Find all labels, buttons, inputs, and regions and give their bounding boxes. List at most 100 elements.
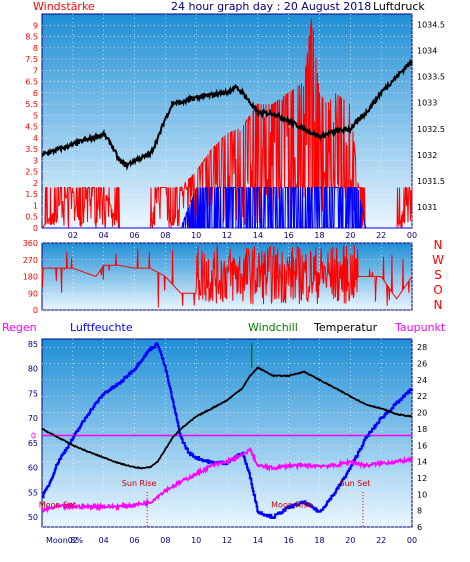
wind-x-tick-label: 16 [284, 231, 294, 240]
temperature-tick-label: 12 [417, 474, 427, 483]
pressure-tick-label: 1033 [417, 99, 437, 108]
temperature-tick-label: 14 [417, 458, 427, 467]
temperature-tick-label: 20 [417, 409, 427, 418]
astro-annotation: Sun Set [340, 479, 371, 488]
temp-x-tick-label: 04 [99, 536, 109, 545]
compass-label: N [434, 238, 443, 252]
pressure-tick-label: 1032.5 [417, 125, 445, 134]
header-right-label: Luftdruck [373, 0, 425, 13]
wind-tick-label: 1 [33, 201, 38, 210]
temperature-tick-label: 26 [417, 360, 427, 369]
wind-tick-label: 5 [33, 111, 38, 120]
legend-taupunkt: Taupunkt [394, 321, 446, 334]
wind-tick-label: 3 [33, 156, 38, 165]
compass-label: S [434, 268, 442, 282]
pressure-series [41, 58, 413, 172]
wind-x-tick-label: 22 [376, 231, 386, 240]
wind-direction-series [41, 244, 413, 308]
temp-x-tick-label: 10 [191, 536, 201, 545]
wind-x-tick-label: 10 [191, 231, 201, 240]
wind-tick-label: 0.5 [25, 213, 38, 222]
wind-tick-label: 3.5 [25, 145, 38, 154]
wind-tick-label: 2 [33, 179, 38, 188]
temperature-tick-label: 22 [417, 392, 427, 401]
temperature-tick-label: 18 [417, 425, 427, 434]
legend-windchill: Windchill [248, 321, 298, 334]
direction-tick-label: 0 [33, 306, 38, 315]
temp-x-tick-label: 06 [129, 536, 139, 545]
header-left-label: Windstärke [33, 0, 95, 13]
pressure-tick-label: 1031 [417, 203, 437, 212]
wind-x-tick-label: 06 [129, 231, 139, 240]
temperature-tick-label: 6 [417, 523, 422, 532]
wind-x-tick-label: 18 [314, 231, 324, 240]
humidity-tick-label: 75 [28, 389, 38, 398]
legend-luftfeuchte: Luftfeuchte [70, 321, 133, 334]
direction-tick-label: 180 [23, 273, 38, 282]
legend-temperatur: Temperatur [313, 321, 378, 334]
pressure-tick-label: 1031.5 [417, 177, 445, 186]
temperature-series [41, 366, 413, 470]
humidity-tick-label: 80 [28, 365, 38, 374]
wind-x-tick-label: 04 [99, 231, 109, 240]
temp-x-tick-label: 22 [376, 536, 386, 545]
temp-x-tick-label: 20 [345, 536, 355, 545]
wind-tick-label: 6.5 [25, 78, 38, 87]
temperature-tick-label: 16 [417, 441, 427, 450]
wind-tick-label: 0 [33, 224, 38, 233]
wind-x-tick-label: 00 [407, 231, 417, 240]
wind-x-tick-label: 20 [345, 231, 355, 240]
temp-x-tick-label: 12 [222, 536, 232, 545]
wind-x-tick-label: 14 [253, 231, 263, 240]
pressure-tick-label: 1032 [417, 151, 437, 160]
humidity-tick-label: 65 [28, 439, 38, 448]
humidity-tick-label: 50 [28, 513, 38, 522]
temperature-tick-label: 28 [417, 343, 427, 352]
temp-x-tick-label: 14 [253, 536, 263, 545]
pressure-tick-label: 1034.5 [417, 20, 445, 29]
legend-regen: Regen [2, 321, 37, 334]
humidity-tick-label: 70 [28, 414, 38, 423]
wind-tick-label: 1.5 [25, 190, 38, 199]
wind-x-tick-label: 08 [160, 231, 170, 240]
astro-annotation: Sun Rise [122, 479, 157, 488]
temp-x-tick-label: 02 [68, 536, 78, 545]
wind-tick-label: 9 [33, 21, 38, 30]
temperature-tick-label: 10 [417, 490, 427, 499]
humidity-tick-label: 55 [28, 488, 38, 497]
wind-tick-label: 8 [33, 44, 38, 53]
astro-annotation: Moon Set [39, 500, 76, 509]
wind-avg-series [42, 187, 412, 229]
temperature-tick-label: 24 [417, 376, 427, 385]
humidity-tick-label: 85 [28, 340, 38, 349]
wind-tick-label: 5.5 [25, 100, 38, 109]
chart-title: 24 hour graph day : 20 August 2018 [171, 0, 371, 13]
moon-phase-label: Moon 8% [46, 536, 83, 545]
wind-tick-label: 4 [33, 134, 38, 143]
wind-tick-label: 8.5 [25, 33, 38, 42]
compass-label: W [432, 253, 444, 267]
compass-label: N [434, 298, 443, 312]
direction-tick-label: 270 [23, 256, 38, 265]
pressure-tick-label: 1033.5 [417, 73, 445, 82]
astro-annotation: Moon Rise [271, 500, 312, 509]
wind-tick-label: 7 [33, 66, 38, 75]
temp-x-tick-label: 08 [160, 536, 170, 545]
wind-tick-label: 6 [33, 89, 38, 98]
pressure-tick-label: 1034 [417, 47, 437, 56]
wind-x-tick-label: 12 [222, 231, 232, 240]
wind-tick-label: 2.5 [25, 168, 38, 177]
compass-label: O [433, 283, 442, 297]
temp-x-tick-label: 16 [284, 536, 294, 545]
temp-x-tick-label: 18 [314, 536, 324, 545]
direction-tick-label: 90 [28, 289, 38, 298]
temp-x-tick-label: 00 [407, 536, 417, 545]
wind-tick-label: 7.5 [25, 55, 38, 64]
temperature-tick-label: 8 [417, 507, 422, 516]
wind-tick-label: 4.5 [25, 123, 38, 132]
dewpoint-series [41, 446, 413, 514]
humidity-tick-label: 60 [28, 464, 38, 473]
wind-x-tick-label: 02 [68, 231, 78, 240]
